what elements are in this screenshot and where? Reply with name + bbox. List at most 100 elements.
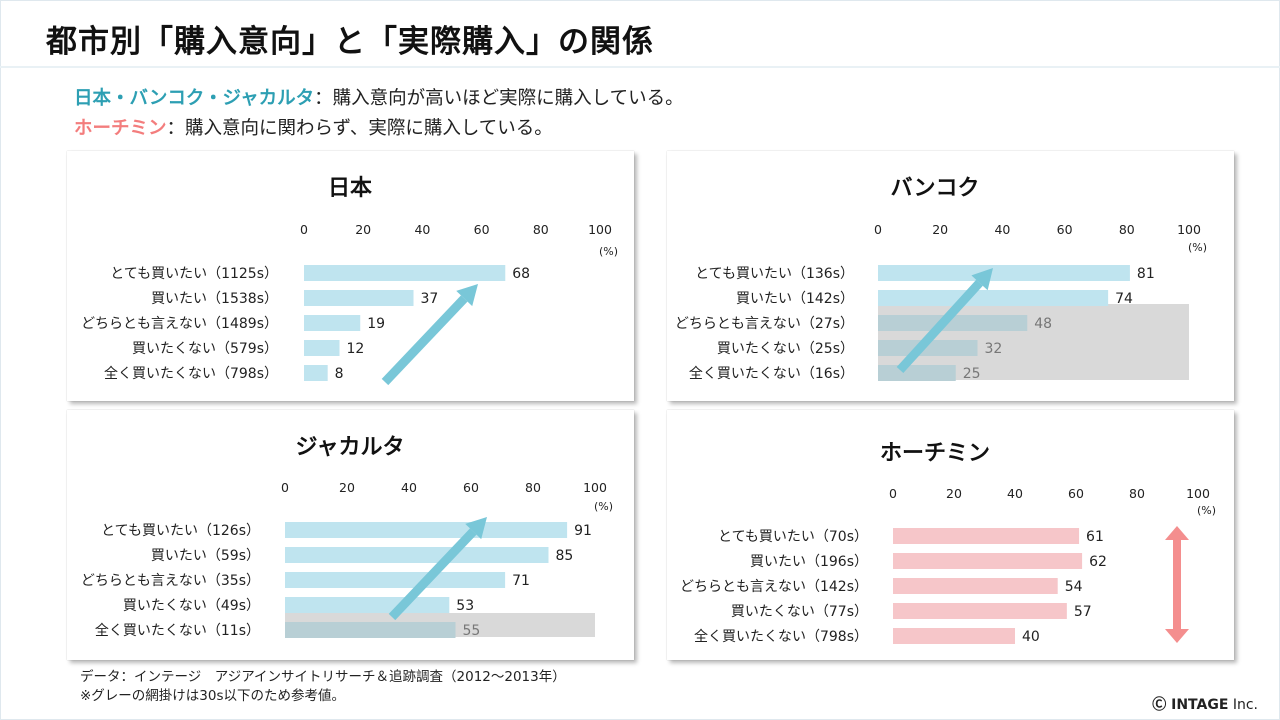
copyright-mark: Ⓒ INTAGE	[1152, 697, 1229, 713]
title-divider	[0, 66, 1280, 68]
category-label: 買いたくない（579s）	[132, 341, 278, 357]
axis-tick-label: 40	[994, 222, 1010, 237]
category-label: 買いたい（59s）	[151, 548, 260, 564]
bar	[304, 265, 506, 281]
chart-jakarta: ジャカルタ 0 20 40 60 80 100 (%) とても買いたい（126s） 91 買いたい（…	[81, 435, 613, 639]
bar	[304, 365, 328, 381]
chart-panel-hochiminh: ホーチミン 0 20 40 60 80 100 (%) とても買いたい（70s） 61 買いたい（1…	[667, 410, 1234, 660]
axis-tick-label: 20	[355, 222, 371, 237]
category-label: 買いたくない（77s）	[731, 604, 868, 620]
data-label: 61	[1086, 529, 1104, 545]
category-label: どちらとも言えない（142s）	[680, 579, 868, 595]
data-label: 40	[1022, 629, 1040, 645]
axis-unit: (%)	[1197, 504, 1216, 517]
bar	[285, 572, 506, 588]
data-label: 74	[1115, 291, 1133, 307]
data-label: 62	[1089, 554, 1107, 570]
axis-tick-label: 80	[525, 480, 541, 495]
copyright: Ⓒ INTAGE Inc.	[1152, 694, 1258, 714]
data-label: 71	[512, 573, 530, 589]
axis-unit: (%)	[594, 500, 613, 513]
subtitle-line-2: ホーチミン：購入意向に関わらず、実際に購入している。	[74, 114, 553, 140]
bar	[285, 547, 549, 563]
data-label: 25	[963, 366, 981, 382]
bar	[304, 340, 340, 356]
subtitle-1-highlight: 日本・バンコク・ジャカルタ	[74, 88, 315, 109]
axis-tick-label: 0	[300, 222, 308, 237]
chart-bangkok: バンコク 0 20 40 60 80 100 (%) とても買いたい（136s） 81 買いたい（1…	[675, 176, 1207, 382]
axis-tick-label: 0	[889, 486, 897, 501]
data-label: 55	[463, 623, 481, 639]
data-label: 53	[456, 598, 474, 614]
axis-unit: (%)	[1188, 241, 1207, 254]
bar	[893, 528, 1080, 544]
data-label: 68	[512, 266, 530, 282]
bar	[878, 365, 956, 381]
bar	[893, 578, 1058, 594]
axis-tick-label: 100	[1186, 486, 1210, 501]
axis-tick-label: 100	[1177, 222, 1201, 237]
subtitle-line-1: 日本・バンコク・ジャカルタ：購入意向が高いほど実際に購入している。	[74, 84, 684, 110]
axis-tick-label: 40	[401, 480, 417, 495]
trend-arrow-head	[465, 517, 487, 540]
copyright-suffix: Inc.	[1228, 697, 1258, 713]
data-label: 85	[556, 548, 574, 564]
category-label: 買いたい（142s）	[736, 291, 854, 307]
category-label: 買いたくない（49s）	[123, 598, 260, 614]
chart-japan: 日本 0 20 40 60 80 100 (%) とても買いたい（1125s） 68 買いたい（15…	[81, 176, 618, 386]
category-label: とても買いたい（126s）	[101, 523, 260, 539]
axis-tick-label: 100	[583, 480, 607, 495]
data-label: 91	[574, 523, 592, 539]
category-label: どちらとも言えない（1489s）	[81, 316, 278, 332]
subtitle-2-highlight: ホーチミン	[74, 118, 167, 139]
chart-panel-bangkok: バンコク 0 20 40 60 80 100 (%) とても買いたい（136s） 81 買いたい（1…	[667, 151, 1234, 401]
category-label: 全く買いたくない（16s）	[689, 365, 854, 382]
trend-arrow-head	[456, 284, 478, 307]
chart-hochiminh: ホーチミン 0 20 40 60 80 100 (%) とても買いたい（70s） 61 買いたい（1…	[680, 441, 1216, 645]
bar	[893, 603, 1067, 619]
category-label: とても買いたい（70s）	[718, 529, 868, 545]
data-label: 81	[1137, 266, 1155, 282]
axis-tick-label: 60	[1068, 486, 1084, 501]
trend-arrow-shaft	[381, 295, 468, 386]
axis-tick-label: 80	[533, 222, 549, 237]
bar	[878, 265, 1130, 281]
bar	[878, 340, 978, 356]
bar	[878, 290, 1109, 306]
bar	[304, 315, 361, 331]
bar	[285, 597, 450, 613]
category-label: とても買いたい（1125s）	[110, 266, 278, 282]
axis-tick-label: 60	[1057, 222, 1073, 237]
data-label: 57	[1074, 604, 1092, 620]
footer-note: ※グレーの網掛けは30s以下のため参考値。	[80, 688, 346, 704]
category-label: 買いたくない（25s）	[717, 341, 854, 357]
axis-tick-label: 20	[932, 222, 948, 237]
bar	[893, 553, 1083, 569]
axis-tick-label: 80	[1129, 486, 1145, 501]
axis-tick-label: 0	[281, 480, 289, 495]
axis-tick-label: 80	[1119, 222, 1135, 237]
bar	[878, 315, 1028, 331]
data-label: 54	[1065, 579, 1083, 595]
axis-tick-label: 0	[874, 222, 882, 237]
chart-title: バンコク	[890, 176, 979, 201]
category-label: 全く買いたくない（11s）	[95, 622, 260, 639]
axis-tick-label: 60	[463, 480, 479, 495]
bar	[304, 290, 414, 306]
axis-tick-label: 40	[1007, 486, 1023, 501]
chart-panel-japan: 日本 0 20 40 60 80 100 (%) とても買いたい（1125s） 68 買いたい（15…	[67, 151, 634, 401]
bar	[285, 522, 568, 538]
data-label: 8	[335, 366, 344, 382]
category-label: 全く買いたくない（798s）	[694, 628, 868, 645]
data-label: 37	[421, 291, 439, 307]
category-label: 買いたい（1538s）	[151, 291, 278, 307]
category-label: 買いたい（196s）	[750, 554, 868, 570]
category-label: どちらとも言えない（35s）	[81, 573, 260, 589]
category-label: 全く買いたくない（798s）	[104, 365, 278, 382]
footer-source: データ：インテージ アジアインサイトリサーチ＆追跡調査（2012～2013年）	[80, 669, 566, 685]
range-arrow-head-bottom	[1165, 629, 1189, 643]
axis-tick-label: 20	[339, 480, 355, 495]
axis-unit: (%)	[599, 245, 618, 258]
bar	[285, 622, 456, 638]
range-arrow-head-top	[1165, 526, 1189, 540]
